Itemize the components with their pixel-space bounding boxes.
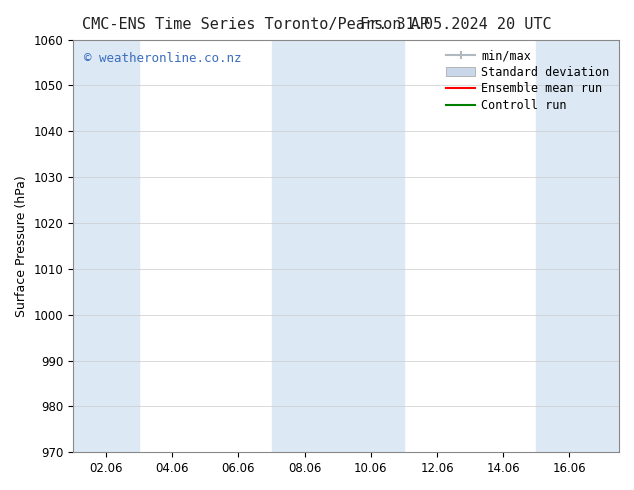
Y-axis label: Surface Pressure (hPa): Surface Pressure (hPa) xyxy=(15,175,28,317)
Text: CMC-ENS Time Series Toronto/Pearson AP: CMC-ENS Time Series Toronto/Pearson AP xyxy=(82,17,429,32)
Bar xyxy=(73,40,139,452)
Bar xyxy=(536,40,619,452)
Text: Fr. 31.05.2024 20 UTC: Fr. 31.05.2024 20 UTC xyxy=(360,17,552,32)
Bar xyxy=(271,40,404,452)
Legend: min/max, Standard deviation, Ensemble mean run, Controll run: min/max, Standard deviation, Ensemble me… xyxy=(443,46,613,115)
Text: © weatheronline.co.nz: © weatheronline.co.nz xyxy=(84,52,242,65)
